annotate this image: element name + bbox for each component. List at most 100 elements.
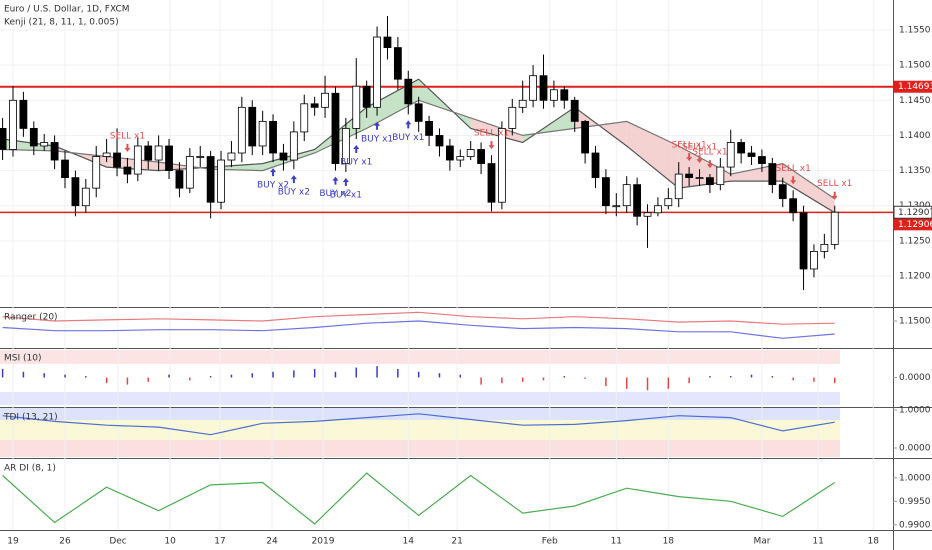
candle-body — [113, 152, 121, 168]
buy-label: BUY x2 — [257, 181, 289, 191]
indicator-line — [2, 472, 836, 525]
y-tick-label: 1.0000 — [899, 473, 931, 483]
candle-body — [716, 166, 725, 186]
y-tick-label: 1.1550 — [899, 26, 931, 36]
indicator-title: Kenji (21, 8, 11, 1, 0.005) — [4, 18, 119, 28]
sell-label: SELL x1 — [682, 143, 717, 153]
candle-body — [425, 120, 433, 136]
candle-body — [154, 145, 163, 161]
candle-body — [300, 103, 309, 133]
panel-title: Ranger (20) — [4, 313, 58, 323]
candle-body — [227, 152, 236, 161]
candle-body — [747, 152, 756, 157]
candle-body — [61, 159, 69, 179]
candle-body — [622, 184, 631, 207]
x-tick-label: 11 — [812, 537, 823, 547]
candle-body — [362, 85, 371, 108]
candle-body — [549, 89, 558, 101]
y-tick-label: 1.1500 — [899, 317, 931, 327]
candle-body — [71, 177, 80, 207]
panel-title: TDI (13, 21) — [3, 413, 58, 423]
buy-arrow — [374, 121, 381, 130]
x-tick-label: 18 — [663, 537, 675, 547]
x-tick-label: 10 — [164, 537, 176, 547]
candle-body — [497, 128, 506, 203]
x-tick-label: 18 — [868, 537, 880, 547]
candle-body — [29, 128, 38, 147]
level-label-box — [894, 218, 932, 231]
candle-body — [237, 106, 246, 154]
candle-body — [768, 163, 777, 186]
panel-title: AR DI (8, 1) — [4, 464, 56, 474]
level-label: 1.14693 — [898, 82, 932, 92]
level-label: 1.12906 — [898, 220, 932, 230]
chart-title: Euro / U.S. Dollar, 1D, FXCM — [4, 5, 130, 15]
candle-body — [123, 166, 132, 175]
x-tick-label: 17 — [214, 537, 225, 547]
buy-arrow — [332, 176, 339, 185]
candle-body — [196, 156, 205, 158]
y-tick-label: 1.1250 — [899, 236, 931, 246]
x-tick-label: 11 — [611, 537, 622, 547]
sell-label: SELL x1 — [474, 129, 509, 139]
candle-body — [321, 92, 329, 108]
candle-body — [685, 173, 694, 179]
x-tick-label: 24 — [266, 537, 278, 547]
candle-body — [414, 103, 423, 122]
buy-label: BUY x2 — [278, 188, 310, 198]
candle-body — [466, 149, 475, 157]
candle-body — [435, 135, 444, 147]
candle-body — [612, 205, 621, 208]
sell-arrow — [488, 141, 495, 150]
sell-arrow — [696, 155, 703, 164]
candle-body — [560, 89, 569, 101]
candle-body — [185, 156, 194, 189]
indicator-line — [2, 311, 835, 325]
candle-body — [50, 142, 59, 161]
grid — [0, 0, 897, 530]
candle-body — [258, 120, 267, 147]
candle-body — [581, 120, 590, 154]
sell-label: SELL x1 — [110, 131, 145, 141]
candle-body — [477, 149, 485, 164]
msi-bands — [0, 350, 840, 405]
sell-label: SELL x1 — [671, 141, 706, 151]
candle-body — [737, 142, 746, 154]
x-tick-label: 26 — [59, 537, 71, 547]
candle-body — [591, 152, 600, 179]
y-tick-label: 0.0000 — [899, 373, 931, 383]
candle-body — [799, 212, 808, 270]
buy-label: BUY x1 — [392, 133, 424, 143]
candle-body — [456, 156, 465, 161]
candle-body — [248, 106, 257, 147]
candle-body — [269, 120, 277, 154]
indicator-line — [2, 413, 835, 436]
buy-label: BUY x2 — [319, 189, 351, 199]
buy-label: BUY x1 — [340, 157, 372, 167]
band — [0, 440, 840, 457]
y-tick-label: 0.9900 — [899, 520, 931, 530]
candle-body — [830, 211, 839, 245]
candle-body — [289, 131, 298, 161]
candle-body — [206, 156, 215, 203]
buy-arrow — [405, 120, 412, 129]
tdi-bands — [0, 408, 840, 457]
candle-body — [570, 99, 579, 122]
candle-body — [373, 36, 381, 108]
sell-label: SELL x1 — [692, 148, 727, 158]
y-tick-label: 1.1500 — [899, 61, 931, 71]
cloud-fill — [626, 121, 679, 189]
y-tick-label: 0.9950 — [899, 497, 931, 507]
candle-body — [144, 145, 153, 161]
candle-body — [529, 75, 537, 101]
x-tick-label: Dec — [109, 537, 126, 547]
candle-body — [643, 212, 652, 217]
candle-body — [820, 243, 829, 252]
band — [0, 420, 840, 440]
candle-body — [383, 36, 392, 48]
last-price-label: 1.12907 — [898, 208, 932, 218]
candle-body — [165, 145, 173, 171]
candle-body — [9, 99, 17, 150]
candle-body — [81, 187, 90, 207]
candle-body — [279, 152, 288, 161]
